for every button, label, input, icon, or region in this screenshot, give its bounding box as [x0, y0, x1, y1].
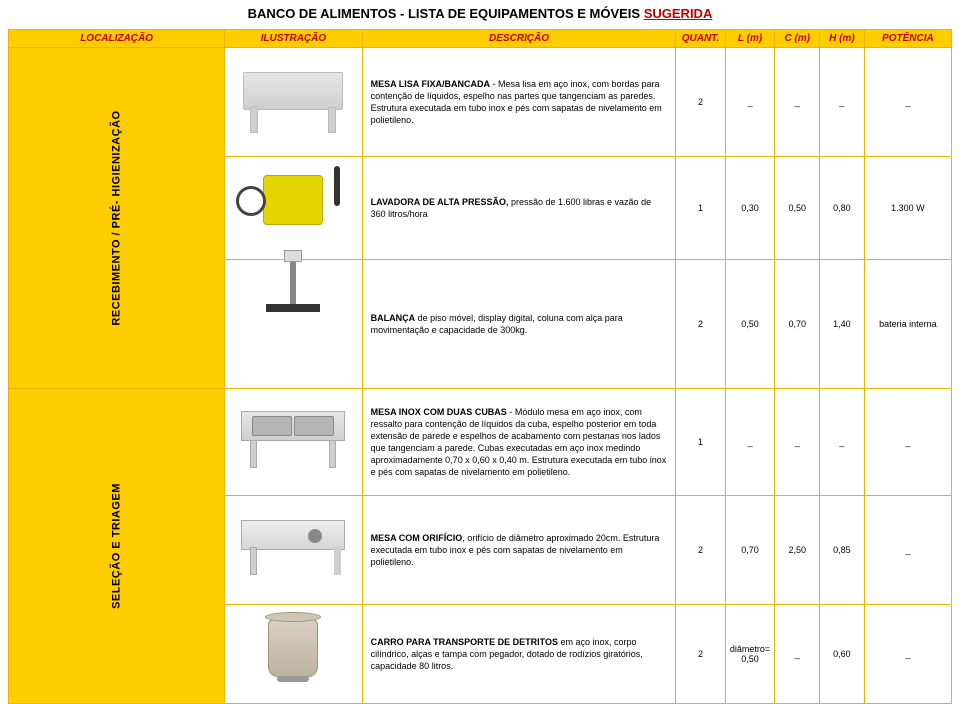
table-row: SELEÇÃO E TRIAGEM MESA INOX COM DUAS CUB…: [9, 389, 952, 496]
l-cell: 0,50: [725, 260, 775, 389]
table-row: RECEBIMENTO / PRÉ- HIGIENIZAÇÃO MESA LIS…: [9, 48, 952, 157]
quant-cell: 2: [676, 605, 725, 704]
scale-icon: [266, 304, 320, 312]
h-cell: _: [820, 48, 865, 157]
pot-cell: bateria interna: [864, 260, 951, 389]
quant-cell: 2: [676, 496, 725, 605]
illustration-cell: [225, 157, 362, 260]
illustration-cell: [225, 605, 362, 704]
h-cell: 0,60: [820, 605, 865, 704]
col-localizacao: LOCALIZAÇÃO: [9, 30, 225, 48]
col-descricao: DESCRIÇÃO: [362, 30, 676, 48]
col-c: C (m): [775, 30, 820, 48]
quant-cell: 2: [676, 48, 725, 157]
h-cell: 1,40: [820, 260, 865, 389]
h-cell: 0,85: [820, 496, 865, 605]
description-cell: LAVADORA DE ALTA PRESSÃO, pressão de 1.6…: [362, 157, 676, 260]
table-icon: [243, 72, 343, 110]
c-cell: 0,50: [775, 157, 820, 260]
pot-cell: 1.300 W: [864, 157, 951, 260]
illustration-cell: [225, 496, 362, 605]
pot-cell: _: [864, 605, 951, 704]
c-cell: _: [775, 605, 820, 704]
l-cell: diâmetro= 0,50: [725, 605, 775, 704]
col-potencia: POTÊNCIA: [864, 30, 951, 48]
l-cell: _: [725, 48, 775, 157]
h-cell: _: [820, 389, 865, 496]
h-cell: 0,80: [820, 157, 865, 260]
title-main: BANCO DE ALIMENTOS - LISTA DE EQUIPAMENT…: [248, 6, 644, 21]
document-title: BANCO DE ALIMENTOS - LISTA DE EQUIPAMENT…: [8, 6, 952, 21]
waste-bin-icon: [268, 619, 318, 677]
col-h: H (m): [820, 30, 865, 48]
quant-cell: 2: [676, 260, 725, 389]
c-cell: _: [775, 48, 820, 157]
description-cell: MESA LISA FIXA/BANCADA - Mesa lisa em aç…: [362, 48, 676, 157]
section-label-selecao: SELEÇÃO E TRIAGEM: [9, 389, 225, 704]
illustration-cell: [225, 48, 362, 157]
illustration-cell: [225, 260, 362, 389]
l-cell: 0,30: [725, 157, 775, 260]
quant-cell: 1: [676, 389, 725, 496]
pot-cell: _: [864, 48, 951, 157]
col-quant: QUANT.: [676, 30, 725, 48]
double-sink-icon: [241, 411, 345, 441]
description-cell: MESA INOX COM DUAS CUBAS - Módulo mesa e…: [362, 389, 676, 496]
c-cell: _: [775, 389, 820, 496]
equipment-table: LOCALIZAÇÃO ILUSTRAÇÃO DESCRIÇÃO QUANT. …: [8, 29, 952, 704]
title-suffix: SUGERIDA: [644, 6, 713, 21]
col-l: L (m): [725, 30, 775, 48]
c-cell: 0,70: [775, 260, 820, 389]
quant-cell: 1: [676, 157, 725, 260]
section-label-recebimento: RECEBIMENTO / PRÉ- HIGIENIZAÇÃO: [9, 48, 225, 389]
pot-cell: _: [864, 496, 951, 605]
description-cell: MESA COM ORIFÍCIO, orifício de diâmetro …: [362, 496, 676, 605]
l-cell: 0,70: [725, 496, 775, 605]
illustration-cell: [225, 389, 362, 496]
l-cell: _: [725, 389, 775, 496]
table-header-row: LOCALIZAÇÃO ILUSTRAÇÃO DESCRIÇÃO QUANT. …: [9, 30, 952, 48]
col-ilustracao: ILUSTRAÇÃO: [225, 30, 362, 48]
c-cell: 2,50: [775, 496, 820, 605]
pot-cell: _: [864, 389, 951, 496]
description-cell: BALANÇA de piso móvel, display digital, …: [362, 260, 676, 389]
pressure-washer-icon: [263, 175, 323, 225]
description-cell: CARRO PARA TRANSPORTE DE DETRITOS em aço…: [362, 605, 676, 704]
orifice-table-icon: [241, 520, 345, 550]
